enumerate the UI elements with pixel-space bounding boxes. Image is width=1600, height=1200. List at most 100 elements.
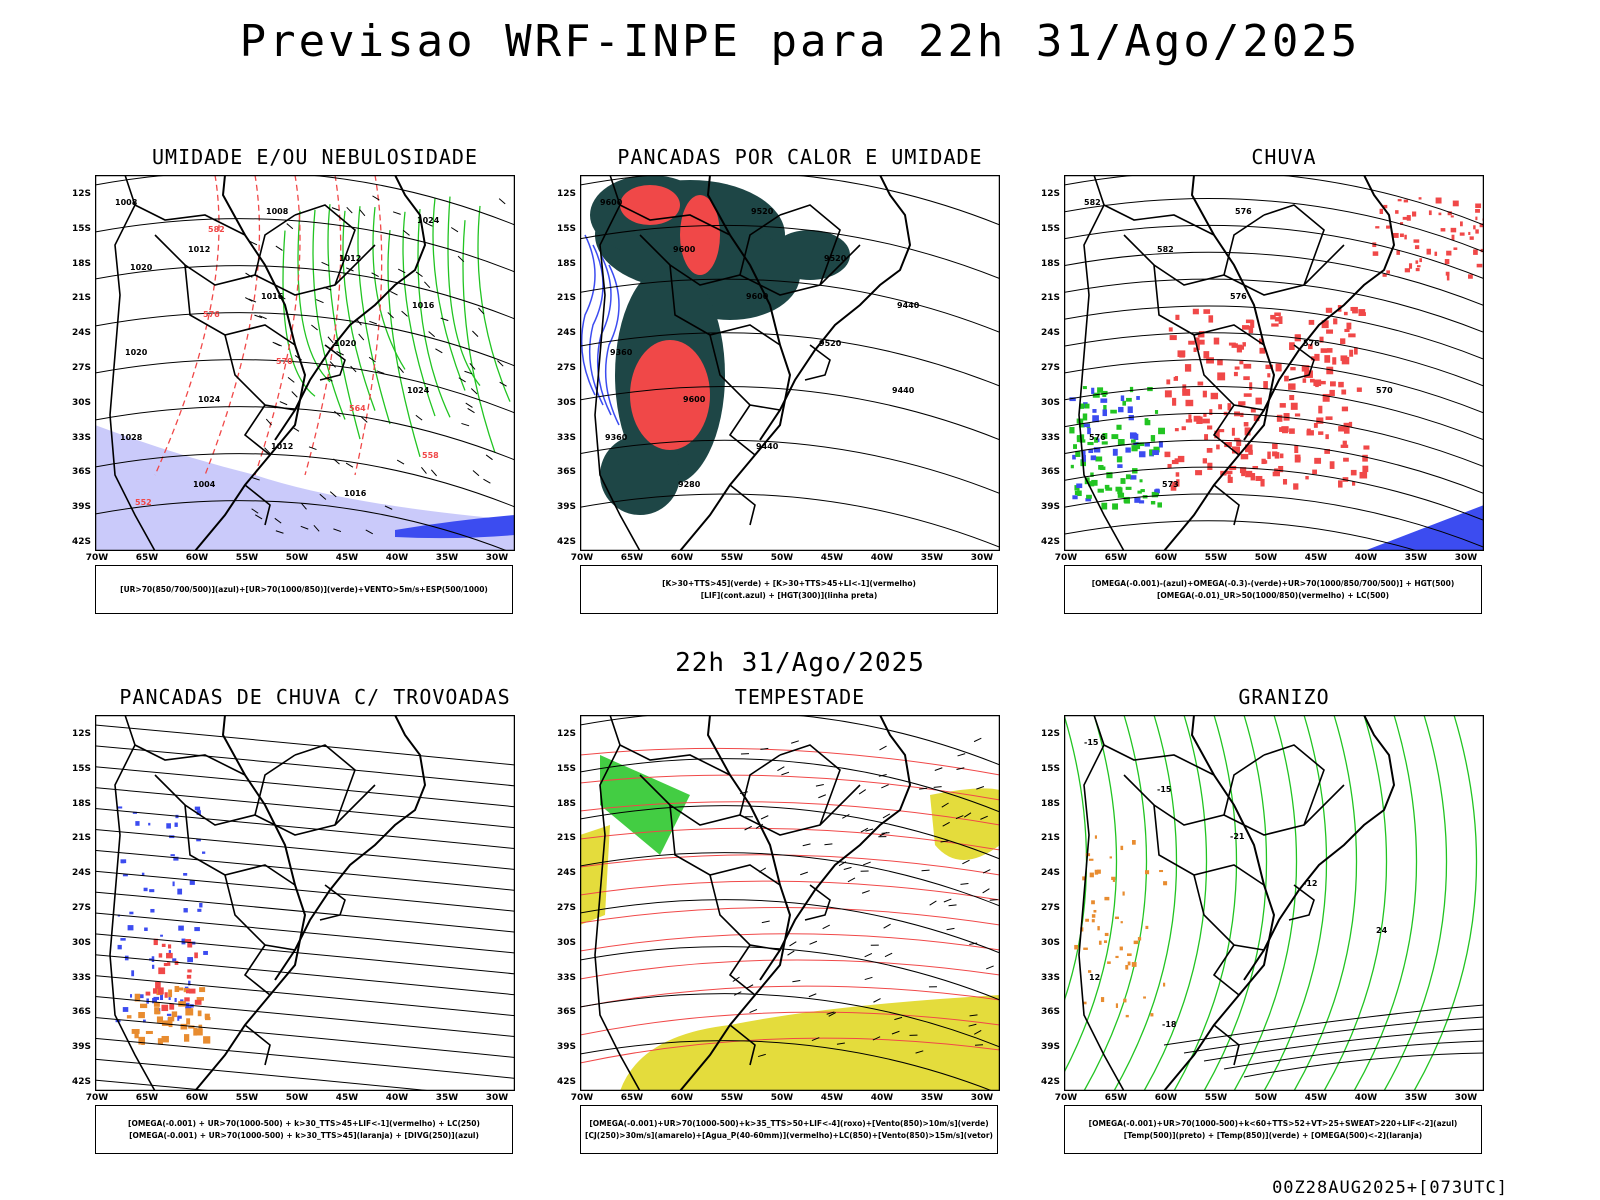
wind-vector (884, 952, 893, 958)
rain-cell (1139, 442, 1145, 447)
contour-label: 9440 (756, 442, 779, 451)
latitude-label: 39S (556, 1042, 576, 1053)
thickness-contour (204, 175, 261, 476)
thunderstorm-cell (167, 944, 172, 949)
longitude-label: 50W (285, 553, 309, 563)
contour-label: 1016 (412, 301, 435, 310)
thunderstorm-cell (196, 997, 204, 1001)
wind-vector (428, 331, 436, 338)
contour-label: 1020 (130, 263, 153, 272)
rain-cell (1129, 386, 1134, 393)
divergence-cell (143, 887, 148, 892)
latitude-label: 18S (71, 798, 91, 809)
rain-cell (1101, 390, 1108, 396)
country-border (224, 334, 296, 411)
rain-cell (1174, 428, 1179, 432)
wind-vector (860, 827, 869, 833)
wind-vector (915, 1050, 924, 1054)
rain-cell (1079, 434, 1085, 440)
omega-cell (1127, 961, 1131, 966)
wind-vector (274, 517, 282, 524)
rain-cell (1245, 470, 1253, 478)
wind-vector (946, 927, 955, 931)
rain-cell (1253, 415, 1260, 422)
rain-cell (1419, 258, 1422, 263)
rain-cell (1349, 349, 1354, 357)
rain-cell (1275, 363, 1282, 372)
wind-vector (989, 899, 998, 901)
coastline (274, 175, 427, 441)
rain-cell (1404, 268, 1411, 273)
rain-cell (1240, 412, 1244, 418)
latitude-label: 15S (556, 763, 576, 774)
rain-cell (1115, 486, 1122, 492)
divergence-cell (141, 872, 145, 876)
contour-line (580, 993, 1000, 1048)
wind-vector (465, 402, 473, 408)
divergence-cell (203, 950, 208, 955)
temp-850-contour (1143, 715, 1208, 1091)
rain-cell (1319, 336, 1324, 343)
rain-cell (1104, 484, 1110, 489)
divergence-cell (202, 851, 206, 854)
divergence-cell (189, 880, 195, 885)
latitude-label: 12S (1040, 729, 1060, 739)
longitude-label: 40W (385, 553, 409, 563)
rain-cell (1402, 216, 1409, 220)
coastline (1064, 715, 1276, 1091)
contour-label: 573 (1162, 480, 1179, 489)
longitude-label: 30W (485, 553, 509, 563)
low-humidity-contour (402, 211, 436, 417)
rain-cell (1324, 449, 1330, 454)
legend-line: [OMEGA(-0.01)_UR>50(1000/850)(vermelho) … (1156, 590, 1390, 600)
rain-cell (1318, 431, 1324, 435)
rain-cell (1346, 322, 1352, 330)
low-humidity-contour (432, 198, 466, 391)
divergence-cell (168, 950, 171, 954)
wind-vector (960, 883, 969, 885)
divergence-cell (173, 856, 179, 861)
temp-850-contour (1064, 715, 1118, 1074)
rain-cell (1452, 200, 1459, 207)
coastline (580, 175, 792, 551)
latitude-label: 27S (556, 903, 576, 913)
longitude-label: 70W (570, 1093, 594, 1103)
rain-cell (1110, 409, 1117, 414)
omega-cell (1125, 1014, 1129, 1018)
wind-vector (789, 941, 797, 947)
rain-cell (1175, 314, 1180, 320)
rain-cell (1341, 406, 1349, 412)
longitude-label: 45W (820, 553, 844, 563)
divergence-cell (122, 1007, 129, 1012)
contour-label: 12 (1089, 973, 1100, 982)
country-border (739, 214, 781, 276)
rain-cell (1480, 248, 1484, 253)
country-border (1223, 214, 1265, 276)
rain-cell (1341, 389, 1347, 395)
rain-cell (1404, 234, 1407, 240)
rain-cell (1123, 496, 1130, 503)
contour-label: 582 (208, 225, 225, 234)
wind-vector (315, 299, 324, 304)
rain-cell (1312, 469, 1318, 475)
rain-cell (1091, 387, 1095, 394)
wind-vector (808, 993, 817, 998)
rain-cell (1314, 457, 1322, 464)
country-border (1193, 334, 1265, 411)
contour-line (580, 758, 1000, 813)
rain-cell (1400, 222, 1404, 225)
latitude-label: 27S (71, 903, 91, 913)
rain-cell (1348, 421, 1353, 427)
contour-label: 1024 (417, 216, 440, 225)
divergence-cell (120, 938, 126, 941)
wind-vector (457, 255, 465, 263)
rain-cell (1094, 437, 1098, 443)
rain-cell (1436, 198, 1441, 203)
rain-cell (1446, 274, 1450, 281)
rain-cell (1170, 484, 1177, 491)
rain-cell (1144, 442, 1150, 447)
wind-vector (862, 861, 871, 866)
rain-cell (1102, 432, 1108, 440)
wind-vector (761, 920, 770, 924)
rain-cell (1081, 455, 1086, 462)
